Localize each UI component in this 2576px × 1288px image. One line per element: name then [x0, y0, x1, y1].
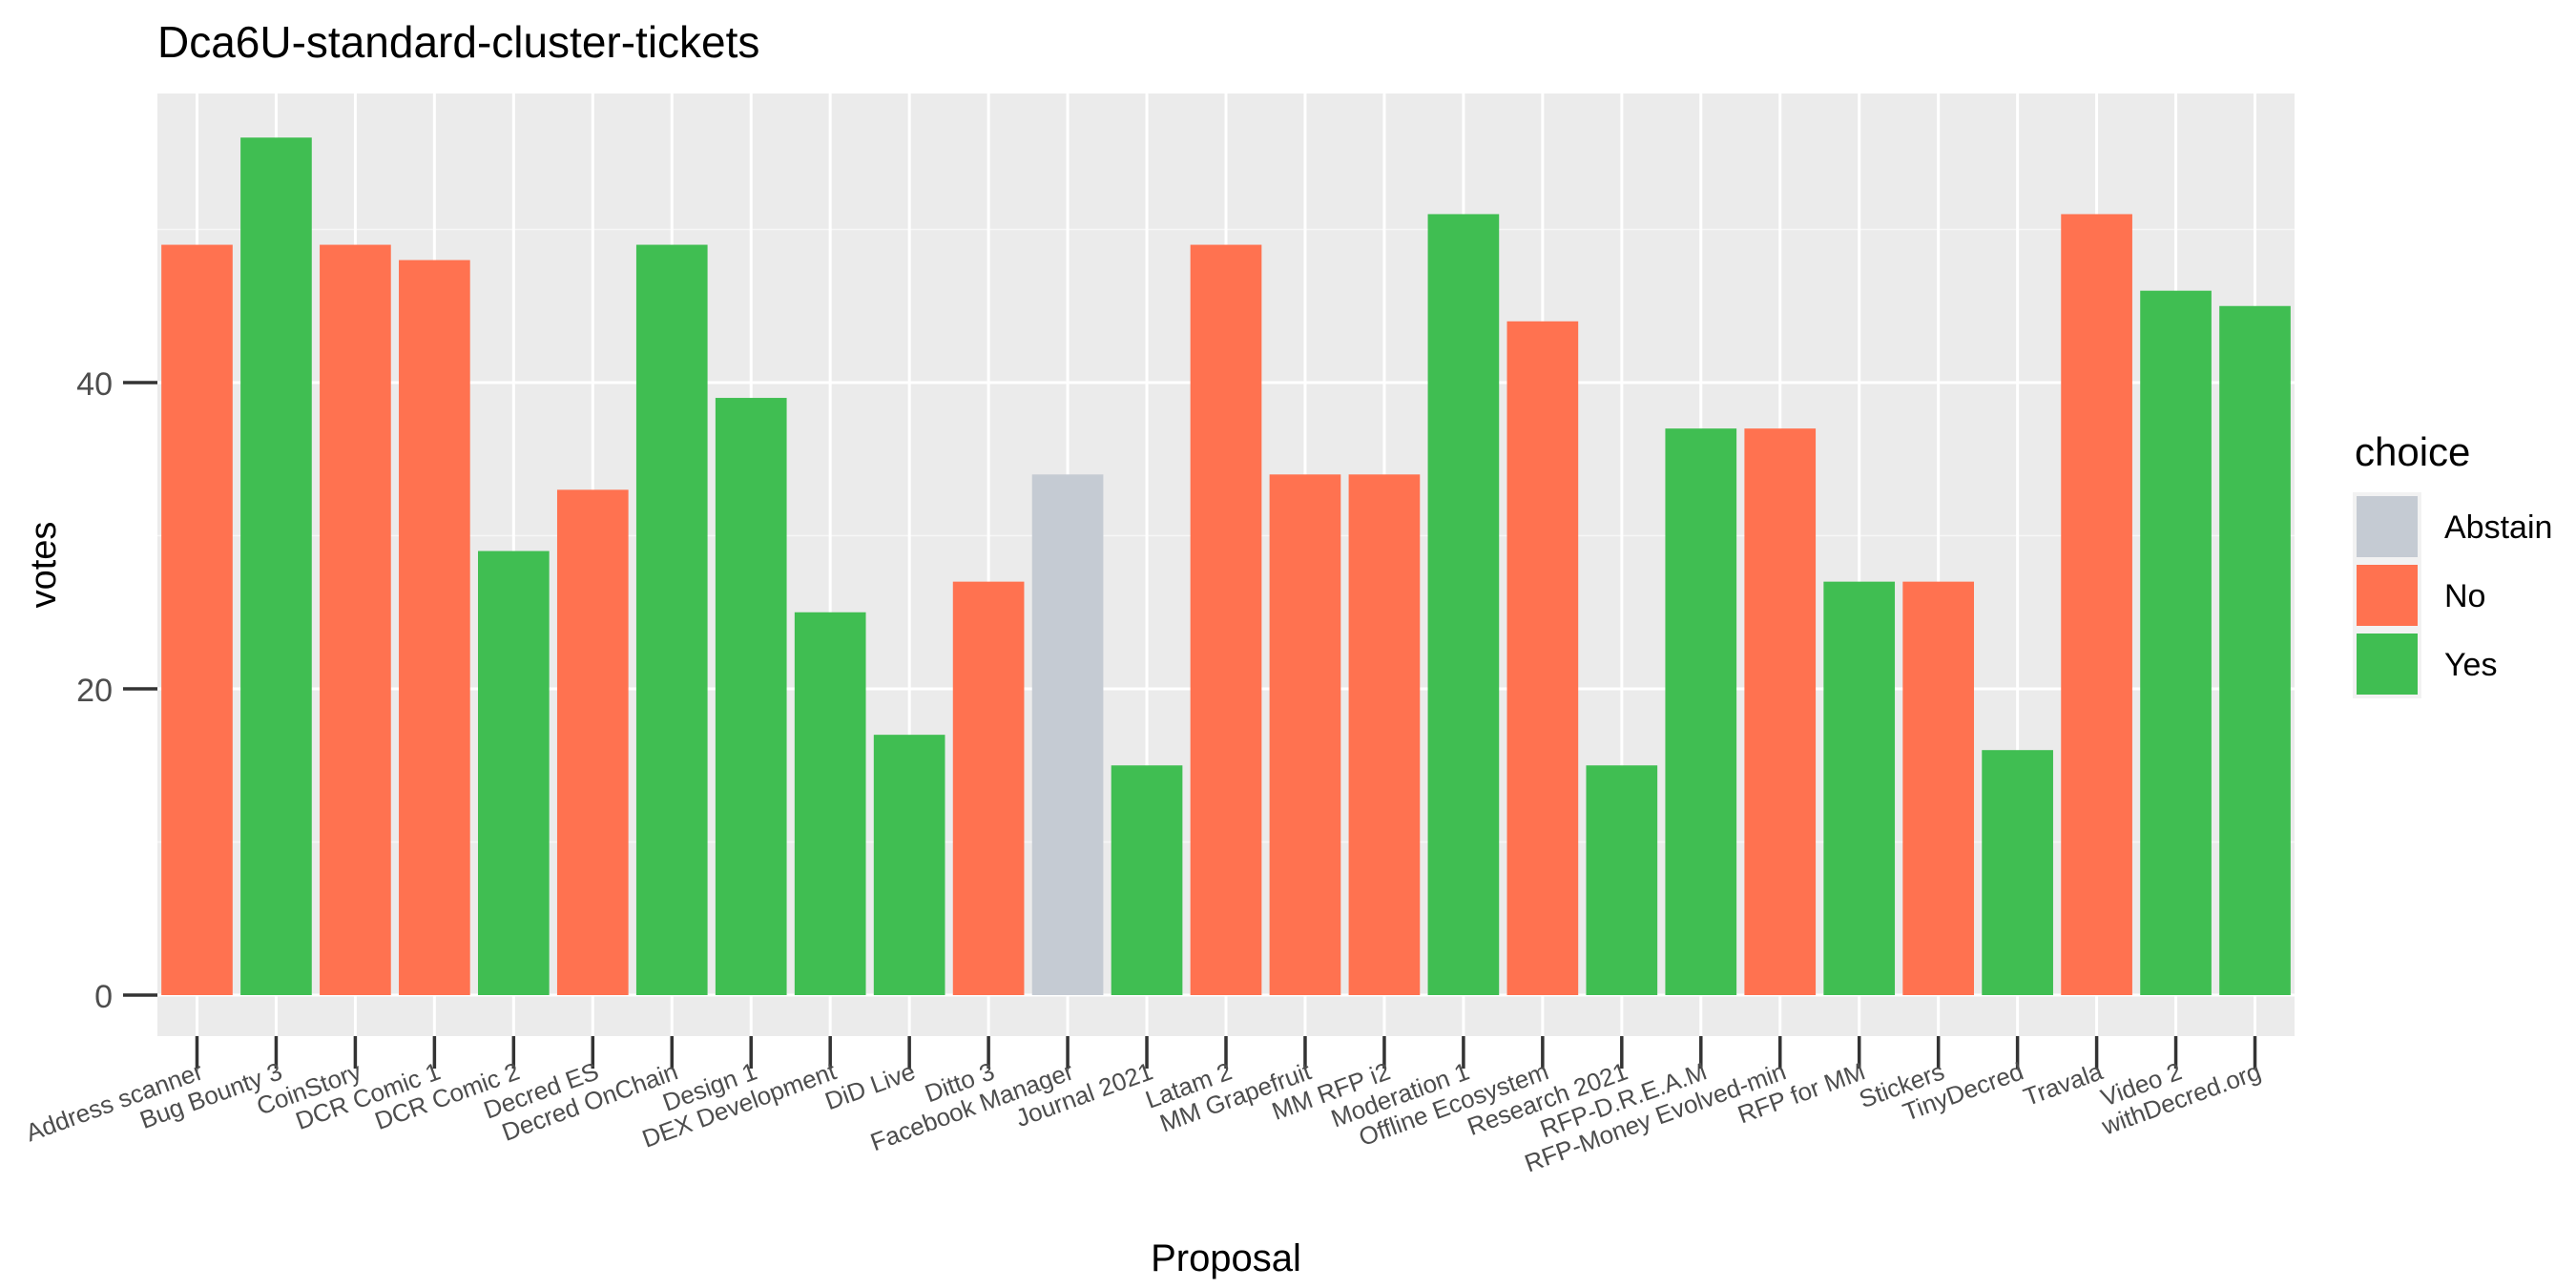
bar	[1348, 474, 1421, 995]
bar	[2140, 290, 2212, 995]
bar	[952, 581, 1025, 995]
bar	[873, 735, 945, 995]
bar	[1269, 474, 1341, 995]
bar	[399, 260, 470, 996]
bar	[1427, 214, 1500, 995]
y-tick-label: 40	[76, 366, 113, 403]
bar	[794, 612, 866, 995]
x-tick-label: Travala	[2020, 1056, 2107, 1111]
x-axis-label: Proposal	[1151, 1237, 1301, 1279]
y-axis: 0 20 40	[76, 366, 157, 1015]
bar	[1111, 765, 1183, 995]
bar	[240, 137, 312, 995]
legend-swatch	[2357, 496, 2418, 557]
legend-items: Abstain No Yes	[2353, 492, 2552, 698]
bars	[161, 137, 2291, 996]
legend-entry-label: No	[2444, 578, 2485, 614]
y-tick-label: 0	[94, 979, 113, 1015]
legend: choice Abstain No Yes	[2353, 429, 2552, 698]
bar	[2219, 305, 2291, 995]
bar	[320, 244, 391, 995]
bar	[1982, 750, 2053, 995]
bar	[1665, 428, 1737, 995]
legend-swatch	[2357, 634, 2418, 695]
x-tick-label: DiD Live	[821, 1056, 920, 1115]
bar	[1586, 765, 1658, 995]
bar	[1902, 581, 1974, 995]
bar	[1031, 474, 1104, 995]
bar	[635, 244, 708, 995]
bar	[161, 244, 233, 995]
bar	[556, 489, 629, 995]
bar	[1823, 581, 1896, 995]
y-axis-label: votes	[24, 522, 64, 609]
bar	[1506, 321, 1579, 995]
legend-entry-label: Yes	[2444, 647, 2497, 683]
legend-title: choice	[2355, 429, 2470, 474]
legend-swatch	[2357, 565, 2418, 626]
y-tick-label: 20	[76, 673, 113, 709]
bar	[2061, 214, 2132, 995]
bar	[478, 551, 550, 995]
bar	[715, 398, 787, 995]
bar	[1190, 244, 1262, 995]
legend-entry-label: Abstain	[2444, 509, 2552, 546]
bar	[1744, 428, 1817, 995]
chart-title: Dca6U-standard-cluster-tickets	[157, 17, 759, 67]
